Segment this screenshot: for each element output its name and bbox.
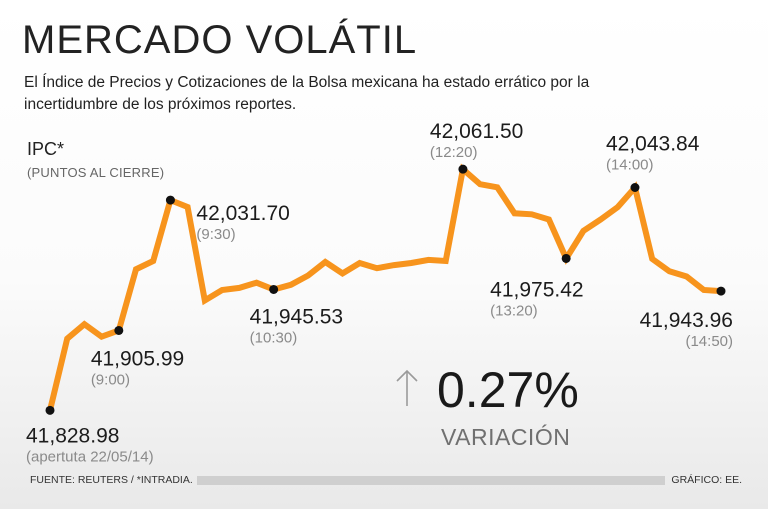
data-point-marker	[269, 284, 279, 294]
data-label-value: 41,945.53	[250, 305, 343, 328]
data-point-marker	[458, 164, 468, 174]
data-label-time: (10:30)	[250, 329, 298, 346]
data-label-value: 41,905.99	[91, 347, 184, 370]
data-label-time: (apertuta 22/05/14)	[26, 448, 154, 465]
data-label-value: 41,943.96	[640, 309, 733, 332]
variation-value: 0.27%	[437, 362, 579, 418]
data-label-time: (12:20)	[430, 144, 478, 161]
chart-title: MERCADO VOLÁTIL	[22, 18, 418, 62]
data-point-marker	[114, 325, 124, 335]
variation-label: VARIACIÓN	[441, 424, 571, 450]
graphic-credit: GRÁFICO: EE.	[671, 474, 742, 486]
data-point-marker	[630, 182, 640, 192]
y-axis-label: IPC*	[27, 139, 65, 159]
footer-divider	[196, 475, 666, 485]
up-arrow-icon	[396, 369, 418, 406]
data-point-marker	[561, 253, 571, 263]
chart-subtitle: El Índice de Precios y Cotizaciones de l…	[24, 74, 590, 113]
footer: FUENTE: REUTERS / *INTRADIA. GRÁFICO: EE…	[30, 473, 742, 487]
data-label-time: (13:20)	[490, 302, 538, 319]
source-note: FUENTE: REUTERS / *INTRADIA.	[30, 474, 193, 486]
data-label-value: 41,975.42	[490, 278, 583, 301]
data-point-marker	[165, 195, 175, 205]
data-label-value: 42,043.84	[606, 132, 700, 155]
data-label-time: (14:00)	[606, 156, 654, 173]
data-label-value: 42,061.50	[430, 120, 523, 143]
data-label-value: 42,031.70	[196, 202, 289, 225]
data-label-value: 41,828.98	[26, 424, 119, 447]
data-label-time: (9:30)	[196, 226, 235, 243]
data-point-marker	[716, 286, 726, 296]
data-point-marker	[45, 405, 55, 415]
series-line	[47, 163, 722, 412]
data-label-time: (14:50)	[685, 333, 733, 350]
y-axis-unit: (PUNTOS AL CIERRE)	[27, 165, 165, 180]
data-label-time: (9:00)	[91, 371, 130, 388]
